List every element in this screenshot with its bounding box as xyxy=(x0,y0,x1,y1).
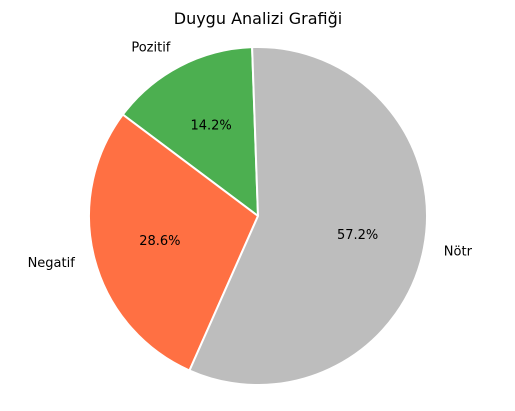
slice-label-pozitif: Pozitif xyxy=(131,41,170,56)
chart-title: Duygu Analizi Grafiği xyxy=(174,9,342,28)
slice-percent-negatif: 28.6% xyxy=(139,234,180,249)
pie-slices xyxy=(89,47,427,385)
slice-label-nötr: Nötr xyxy=(444,245,473,260)
slice-percent-pozitif: 14.2% xyxy=(190,119,231,134)
slice-label-negatif: Negatif xyxy=(28,256,76,271)
slice-percent-nötr: 57.2% xyxy=(337,228,378,243)
